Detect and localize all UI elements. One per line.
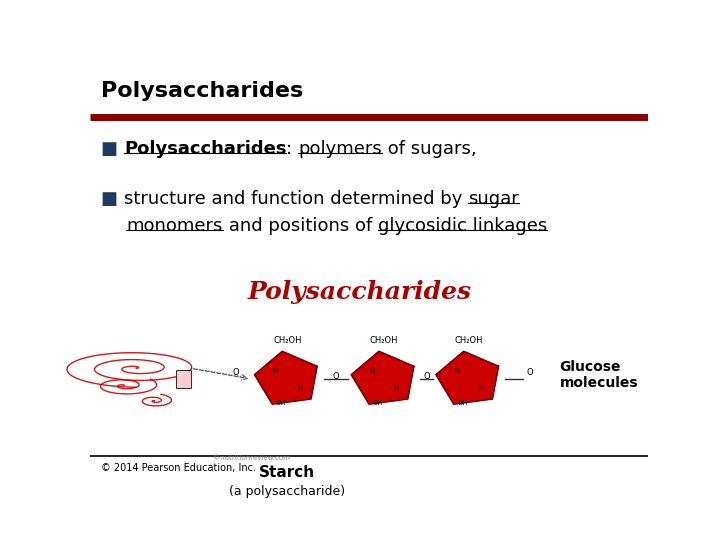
- Text: OH: OH: [276, 400, 287, 406]
- Text: glycosidic linkages: glycosidic linkages: [378, 217, 547, 234]
- Polygon shape: [351, 352, 414, 404]
- Text: CH₂OH: CH₂OH: [454, 335, 483, 345]
- Text: and positions of: and positions of: [222, 217, 378, 234]
- Text: CH₂OH: CH₂OH: [273, 335, 302, 345]
- Text: H: H: [297, 385, 302, 391]
- Text: H: H: [273, 368, 278, 374]
- Text: H: H: [454, 368, 459, 374]
- Text: O: O: [423, 373, 430, 381]
- Text: polymers: polymers: [298, 140, 382, 158]
- Text: sugar: sugar: [468, 190, 519, 207]
- Polygon shape: [436, 352, 498, 404]
- Text: monomers: monomers: [126, 217, 222, 234]
- Text: :: :: [287, 140, 298, 158]
- Text: O: O: [233, 368, 239, 377]
- Text: ■: ■: [101, 190, 124, 207]
- Text: structure and function determined by: structure and function determined by: [124, 190, 468, 207]
- Text: OH: OH: [373, 400, 384, 406]
- FancyBboxPatch shape: [176, 370, 191, 388]
- Text: H: H: [394, 385, 399, 391]
- Text: O: O: [526, 368, 533, 377]
- Text: (a polysaccharide): (a polysaccharide): [230, 485, 346, 498]
- Text: H: H: [369, 368, 374, 374]
- Text: ■: ■: [101, 140, 124, 158]
- Text: Glucose
molecules: Glucose molecules: [559, 360, 638, 390]
- Text: CH₂OH: CH₂OH: [370, 335, 398, 345]
- Text: © 2014 Pearson Education, Inc.: © 2014 Pearson Education, Inc.: [101, 463, 256, 473]
- Text: Polysaccharides: Polysaccharides: [124, 140, 287, 158]
- Text: O: O: [333, 373, 339, 381]
- Polygon shape: [255, 352, 317, 404]
- Text: Starch: Starch: [259, 465, 315, 481]
- Text: of sugars,: of sugars,: [382, 140, 477, 158]
- Text: OH: OH: [457, 400, 468, 406]
- Text: ©nutritionreview.com: ©nutritionreview.com: [212, 455, 289, 461]
- Text: Polysaccharides: Polysaccharides: [248, 280, 472, 303]
- Text: Polysaccharides: Polysaccharides: [101, 82, 303, 102]
- Text: H: H: [478, 385, 484, 391]
